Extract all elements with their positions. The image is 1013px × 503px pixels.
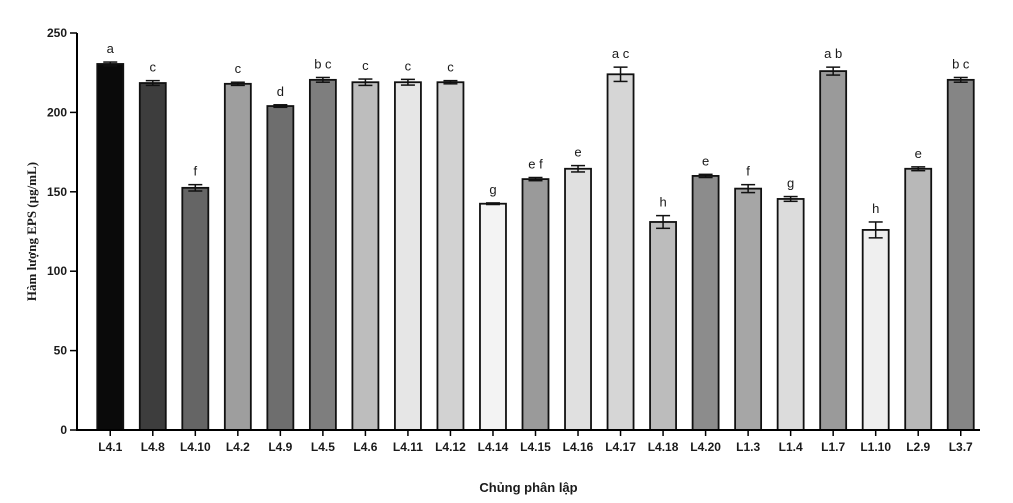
y-axis-ticks: 0 50 100 150 200 250 (47, 26, 77, 437)
significance-labels: a c f c d b c c c c g e f e a c h e f g a b h e b c (107, 41, 970, 216)
x-tick-label: L3.7 (949, 440, 973, 454)
significance-label: a b (824, 46, 842, 61)
x-tick-label: L1.3 (736, 440, 760, 454)
bar (394, 81, 422, 431)
bar (734, 187, 763, 431)
error-bar (358, 78, 373, 87)
significance-label: b c (314, 56, 332, 71)
x-tick-label: L4.11 (393, 440, 423, 454)
significance-label: b c (952, 56, 970, 71)
bar (138, 82, 167, 431)
x-axis-title: Chủng phân lập (479, 480, 577, 495)
x-tick-label: L4.6 (353, 440, 377, 454)
bar (308, 78, 337, 431)
error-bar (741, 183, 756, 194)
error-bar (273, 104, 288, 109)
y-tick-label: 0 (60, 423, 67, 437)
significance-label: c (362, 58, 369, 73)
significance-label: e f (528, 157, 543, 172)
significance-label: a c (612, 46, 630, 61)
x-tick-label: L4.17 (605, 440, 636, 454)
significance-label: a (107, 41, 115, 56)
significance-label: c (235, 61, 242, 76)
x-tick-label: L4.10 (180, 440, 211, 454)
y-tick-label: 200 (47, 105, 67, 119)
bar (649, 221, 677, 431)
error-bar (571, 164, 586, 173)
x-tick-label: L4.15 (520, 440, 551, 454)
x-tick-label: L4.5 (311, 440, 335, 454)
bar (96, 63, 125, 431)
error-bar (656, 214, 671, 230)
x-tick-label: L4.20 (690, 440, 721, 454)
bar (223, 82, 252, 431)
y-axis-title: Hàm lượng EPS (µg/mL) (24, 162, 39, 301)
error-bar (188, 183, 203, 192)
error-bar (103, 61, 118, 67)
y-tick-label: 150 (47, 185, 67, 199)
significance-label: g (787, 176, 794, 191)
error-bar (783, 195, 798, 203)
significance-label: e (702, 153, 709, 168)
x-tick-label: L4.14 (478, 440, 509, 454)
x-tick-label: L4.8 (141, 440, 165, 454)
x-tick-label: L1.10 (860, 440, 891, 454)
bar (776, 198, 805, 431)
x-tick-label: L4.2 (226, 440, 250, 454)
bar (181, 186, 210, 431)
x-tick-label: L1.7 (821, 440, 845, 454)
significance-label: h (659, 195, 666, 210)
x-axis-ticks: L4.1 L4.8 L4.10 L4.2 L4.9 L4.5 L4.6 L4.11 L4.12 L… (98, 430, 973, 454)
y-tick-label: 50 (54, 344, 68, 358)
error-bar (911, 166, 926, 172)
significance-label: e (574, 145, 581, 160)
error-bar (230, 81, 245, 87)
error-bar (145, 79, 160, 87)
significance-label: f (193, 164, 197, 179)
x-tick-label: L4.1 (98, 440, 122, 454)
bar (819, 70, 848, 431)
significance-label: c (405, 58, 412, 73)
significance-label: h (872, 201, 879, 216)
bar (521, 178, 550, 431)
error-bar (826, 66, 841, 76)
x-tick-label: L4.18 (648, 440, 679, 454)
x-tick-label: L4.16 (563, 440, 594, 454)
error-bar (485, 202, 500, 206)
bar (606, 73, 635, 431)
error-bar (868, 221, 883, 239)
x-tick-label: L1.4 (779, 440, 803, 454)
bar (904, 167, 933, 431)
significance-label: g (489, 182, 496, 197)
bar (946, 78, 975, 431)
significance-label: d (277, 84, 284, 99)
error-bar (315, 76, 330, 83)
error-bars (103, 61, 968, 239)
error-bar (443, 79, 458, 85)
bar (351, 81, 380, 431)
bar (691, 175, 720, 431)
significance-label: e (915, 146, 922, 161)
bar (479, 202, 507, 431)
error-bar (698, 173, 713, 179)
y-tick-label: 100 (47, 264, 67, 278)
bar (266, 105, 295, 431)
x-tick-label: L4.9 (268, 440, 292, 454)
significance-label: f (746, 164, 750, 179)
bar (564, 167, 592, 431)
bars (96, 63, 975, 431)
x-tick-label: L4.12 (435, 440, 466, 454)
error-bar (528, 176, 543, 182)
bar (861, 229, 890, 431)
significance-label: c (447, 60, 454, 75)
error-bar (400, 78, 415, 86)
y-tick-label: 250 (47, 26, 67, 40)
error-bar (613, 66, 628, 83)
bar (436, 81, 465, 431)
x-tick-label: L2.9 (906, 440, 930, 454)
error-bar (953, 76, 968, 83)
significance-label: c (150, 60, 157, 75)
